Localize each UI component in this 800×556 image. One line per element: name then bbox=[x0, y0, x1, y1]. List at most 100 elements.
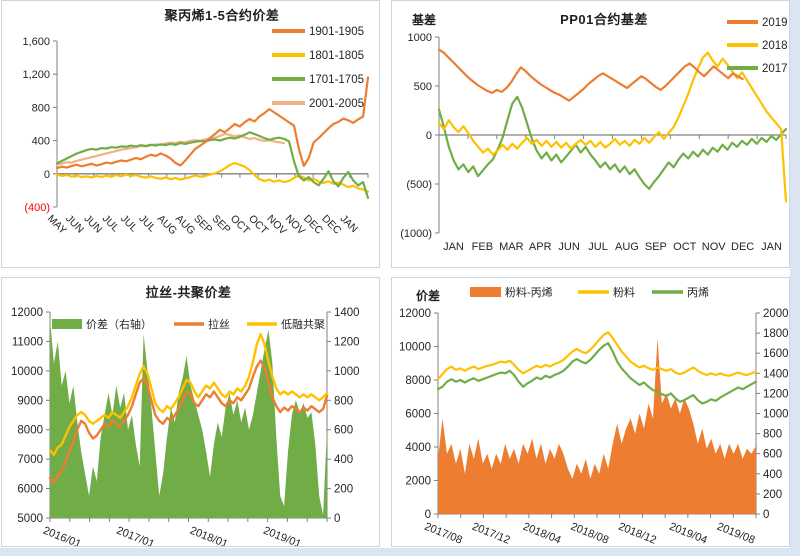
pp15-spread-chart-panel: 聚丙烯1-5合约价差 1,600 1,200 800 400 0 (400) MAY JUN J… bbox=[1, 0, 380, 268]
series-line-拉丝 bbox=[48, 359, 329, 484]
y-tick-label: 1,200 bbox=[22, 69, 50, 81]
legend-label: 粉料-丙烯 bbox=[505, 285, 553, 299]
x-axis-label: JAN bbox=[338, 213, 361, 236]
pp01-basis-chart-panel: 基差 PP01合约基差 1000 500 0 (500) (1000) JAN FEB MAR… bbox=[391, 0, 790, 268]
bottom-margin-strip bbox=[0, 548, 800, 556]
y-tick-label: 1,600 bbox=[22, 36, 50, 48]
y-tick-label: 1000 bbox=[408, 32, 432, 44]
y2-tick-label: 0 bbox=[763, 509, 769, 521]
x-axis-label: 2017/08 bbox=[423, 521, 464, 546]
legend-swatch-icon bbox=[52, 319, 82, 329]
chart-title: PP01合约基差 bbox=[560, 12, 648, 27]
x-axis-label: 2019/01 bbox=[261, 525, 302, 546]
y2-tick-label: 0 bbox=[334, 513, 340, 525]
y-tick-label: 8000 bbox=[17, 425, 43, 437]
legend-label: 低融共聚 bbox=[281, 318, 325, 331]
drawing-copoly-spread-chart-panel: 拉丝-共聚价差 12000 11000 10000 9000 8000 7000 6000 5… bbox=[1, 277, 380, 547]
y2-tick-label: 1400 bbox=[334, 307, 360, 319]
legend-label: 2001-2005 bbox=[309, 98, 364, 110]
series-line-丙烯 bbox=[436, 342, 758, 405]
x-axis-label: 2019/04 bbox=[667, 521, 708, 546]
x-axis-label: 2018/01 bbox=[188, 525, 229, 546]
x-axis-label: 2019/08 bbox=[715, 521, 756, 546]
y2-tick-label: 200 bbox=[334, 484, 353, 496]
y2-tick-label: 2000 bbox=[763, 308, 789, 320]
y2-tick-label: 1400 bbox=[763, 368, 789, 380]
y2-tick-label: 400 bbox=[763, 469, 782, 481]
series-area-粉料-丙烯 bbox=[438, 338, 756, 514]
x-axis-label: FEB bbox=[472, 241, 493, 253]
y2-tick-label: 600 bbox=[763, 449, 782, 461]
chart-title: 拉丝-共聚价差 bbox=[145, 285, 232, 300]
y-tick-label: 4000 bbox=[405, 442, 431, 454]
y-tick-label: 500 bbox=[414, 81, 432, 93]
y-tick-label: 11000 bbox=[12, 336, 43, 348]
legend-label: 1801-1805 bbox=[309, 50, 364, 62]
y-tick-label: 8000 bbox=[405, 375, 431, 387]
series-line-2019 bbox=[437, 48, 744, 102]
y-tick-label: 10000 bbox=[11, 366, 43, 378]
y2-tick-label: 1600 bbox=[763, 348, 789, 360]
y2-tick-label: 600 bbox=[334, 425, 353, 437]
legend-label: 丙烯 bbox=[687, 286, 709, 299]
pp15-spread-chart: 1,6001,2008004000(400)MAYJUNJUNJULJULJUL… bbox=[22, 26, 370, 237]
x-axis-label: 2018/04 bbox=[521, 521, 562, 546]
x-axis-label: NOV bbox=[702, 241, 727, 253]
x-axis-label: DEC bbox=[731, 241, 754, 253]
x-axis-label: JUN bbox=[63, 213, 86, 236]
x-axis-label: JUL bbox=[588, 241, 608, 253]
y-tick-label: 0 bbox=[426, 130, 432, 142]
y2-tick-label: 800 bbox=[763, 429, 782, 441]
powder-propylene-chart: 1200010000800060004000200002000180016001… bbox=[399, 285, 789, 546]
y-axis-title: 价差 bbox=[416, 289, 441, 303]
y-tick-label: 0 bbox=[44, 169, 50, 181]
right-margin-strip bbox=[790, 0, 800, 556]
x-axis-label: JUL bbox=[118, 213, 140, 235]
legend-label: 2019 bbox=[762, 17, 788, 29]
x-axis-label: JAN bbox=[443, 241, 464, 253]
chart-title: 聚丙烯1-5合约价差 bbox=[164, 8, 280, 23]
x-axis-label: 2018/08 bbox=[569, 521, 610, 546]
legend-label: 拉丝 bbox=[208, 317, 230, 331]
drawing-copoly-spread-chart: 1200011000100009000800070006000500014001… bbox=[11, 307, 360, 546]
y-tick-label: 10000 bbox=[399, 342, 431, 354]
x-axis-label: SEP bbox=[210, 213, 233, 236]
x-axis-label: JUL bbox=[136, 213, 158, 235]
x-axis-label: SEP bbox=[191, 213, 214, 236]
series-line-1701-1705 bbox=[55, 131, 370, 199]
y2-tick-label: 200 bbox=[763, 489, 782, 501]
legend-label: 粉料 bbox=[613, 285, 635, 299]
x-axis-label: 2017/01 bbox=[115, 525, 156, 546]
x-axis-label: 2016/01 bbox=[41, 525, 82, 546]
legend-label: 1901-1905 bbox=[309, 26, 364, 38]
y2-tick-label: 1200 bbox=[763, 388, 789, 400]
series-line-粉料 bbox=[436, 331, 758, 381]
x-axis-label: MAR bbox=[499, 241, 524, 253]
powder-propylene-chart-panel: 价差 12000 10000 8000 6000 4000 2000 0 2000 1800 16… bbox=[391, 277, 790, 547]
x-axis-label: OCT bbox=[673, 241, 697, 253]
y-tick-label: (1000) bbox=[400, 228, 432, 240]
y-tick-label: (400) bbox=[24, 202, 50, 214]
y2-tick-label: 1000 bbox=[763, 409, 789, 421]
y2-tick-label: 1800 bbox=[763, 328, 789, 340]
legend-label: 1701-1705 bbox=[309, 74, 364, 86]
y-tick-label: 6000 bbox=[405, 409, 431, 421]
y-tick-label: 5000 bbox=[17, 513, 43, 525]
series-line-1801-1805 bbox=[55, 161, 370, 193]
x-axis-label: APR bbox=[529, 241, 552, 253]
x-axis-label: SEP bbox=[645, 241, 667, 253]
legend-swatch-icon bbox=[470, 287, 501, 297]
series-line-1901-1905 bbox=[55, 76, 370, 170]
y-tick-label: 400 bbox=[32, 136, 50, 148]
y-axis-title: 基差 bbox=[412, 13, 437, 27]
y-tick-label: 6000 bbox=[17, 484, 43, 496]
x-axis-label: JUN bbox=[81, 213, 104, 236]
series-line-低融共聚 bbox=[48, 332, 329, 456]
y2-tick-label: 1000 bbox=[334, 366, 360, 378]
x-axis-label: 2017/12 bbox=[470, 521, 511, 546]
series-area-价差（右轴） bbox=[50, 319, 327, 518]
y-tick-label: 12000 bbox=[11, 307, 43, 319]
y2-tick-label: 800 bbox=[334, 395, 353, 407]
x-axis-label: AUG bbox=[615, 241, 639, 253]
y2-tick-label: 400 bbox=[334, 454, 353, 466]
